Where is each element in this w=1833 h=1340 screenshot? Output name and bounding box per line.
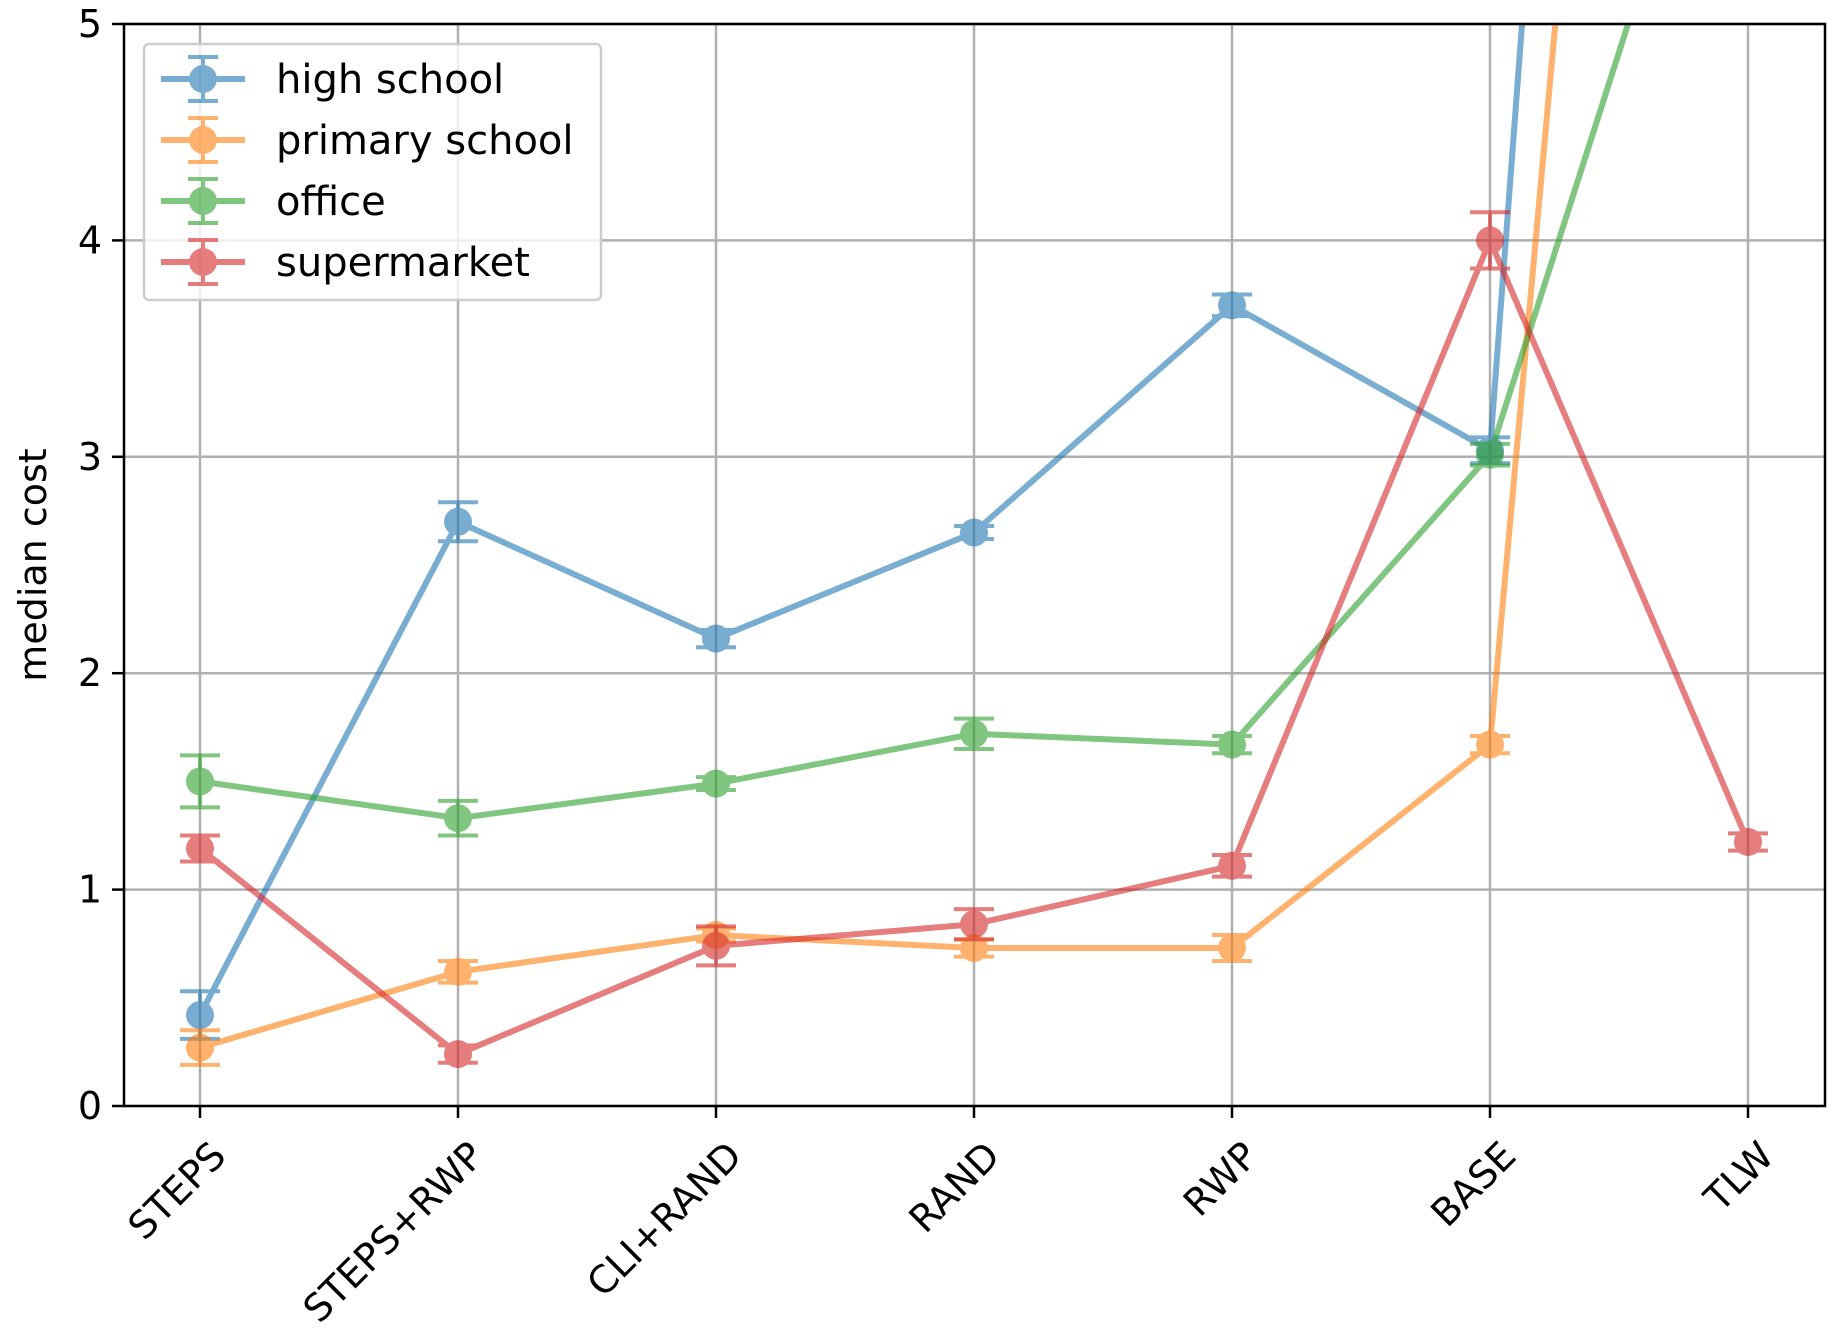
data-point <box>1476 730 1504 759</box>
data-point <box>186 1033 214 1062</box>
legend-item: high school <box>161 55 504 103</box>
y-tick-label: 4 <box>78 218 102 262</box>
data-point <box>1218 934 1246 963</box>
data-point <box>702 769 730 798</box>
x-tick-label: RAND <box>900 1133 1008 1241</box>
data-point <box>186 1001 214 1030</box>
data-point <box>1734 827 1762 856</box>
legend-item: primary school <box>161 116 574 164</box>
legend-marker <box>161 177 245 225</box>
y-axis-label: median cost <box>11 448 55 681</box>
data-point <box>1218 730 1246 759</box>
legend-point <box>189 65 217 93</box>
legend-point <box>189 248 217 276</box>
data-point <box>1218 851 1246 880</box>
data-point <box>702 931 730 960</box>
data-point <box>444 804 472 833</box>
data-point <box>186 834 214 863</box>
legend-label: high school <box>276 57 504 103</box>
x-tick-label: TLW <box>1695 1133 1782 1220</box>
data-point <box>960 910 988 939</box>
series-office <box>180 24 1632 838</box>
data-point <box>444 507 472 536</box>
legend-label: supermarket <box>276 240 530 286</box>
data-point <box>444 957 472 986</box>
data-point <box>186 767 214 796</box>
data-point <box>1476 440 1504 469</box>
data-point <box>1218 291 1246 320</box>
x-tick-label: RWP <box>1175 1133 1266 1224</box>
data-point <box>444 1040 472 1069</box>
data-point <box>702 624 730 653</box>
y-tick-label: 3 <box>78 435 102 479</box>
series-primary-school <box>180 24 1559 1067</box>
legend-label: primary school <box>276 118 574 164</box>
legend: high school primary school office supermark… <box>142 42 603 302</box>
x-tick-label: CLI+RAND <box>578 1133 750 1305</box>
legend-box <box>142 42 603 302</box>
y-tick-label: 5 <box>78 2 102 46</box>
x-tick-label: STEPS+RWP <box>295 1133 493 1331</box>
legend-item: supermarket <box>161 238 530 286</box>
y-tick-label: 0 <box>78 1084 102 1128</box>
y-tick-label: 1 <box>78 868 102 912</box>
legend-item: office <box>161 177 386 225</box>
legend-marker <box>161 238 245 286</box>
legend-marker <box>161 55 245 103</box>
x-tick-label: BASE <box>1422 1133 1524 1235</box>
legend-point <box>189 126 217 154</box>
legend-point <box>189 187 217 215</box>
data-point <box>960 518 988 547</box>
legend-label: office <box>276 179 386 225</box>
y-tick-label: 2 <box>78 651 102 695</box>
data-point <box>1476 226 1504 255</box>
x-tick-label: STEPS <box>120 1133 235 1248</box>
legend-marker <box>161 116 245 164</box>
series-supermarket <box>180 210 1768 1069</box>
series-layer <box>180 24 1768 1069</box>
data-point <box>960 719 988 748</box>
